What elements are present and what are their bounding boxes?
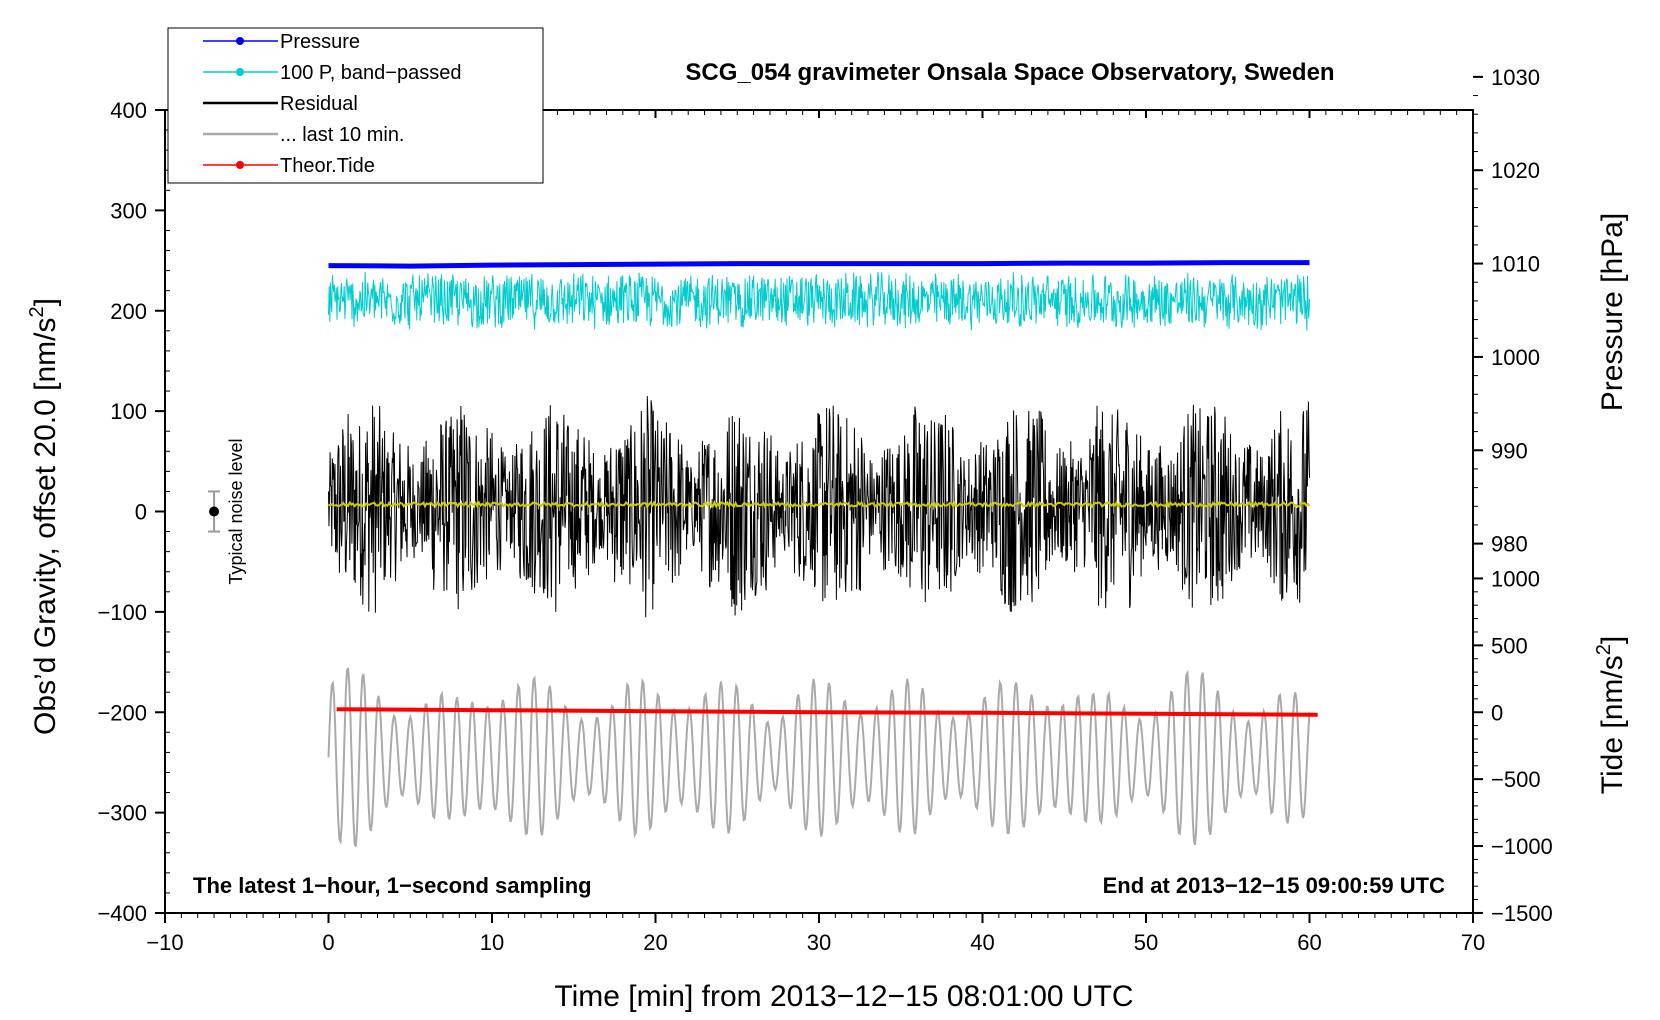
tide-tick-label: −1000 (1491, 834, 1553, 859)
tide-tick-label: 1000 (1491, 566, 1540, 591)
series-bandpassed-line (328, 271, 1310, 331)
y-tick-label: −200 (97, 700, 147, 725)
x-tick-label: 20 (643, 930, 667, 955)
x-tick-label: 60 (1297, 930, 1321, 955)
annotation-left: The latest 1−hour, 1−second sampling (193, 873, 592, 898)
legend-marker (236, 161, 244, 169)
chart-title: SCG_054 gravimeter Onsala Space Observat… (685, 59, 1334, 86)
tide-tick-label: −500 (1491, 767, 1541, 792)
y-tick-label: 300 (110, 198, 147, 223)
tide-tick-label: 0 (1491, 700, 1503, 725)
y-tick-label: 0 (135, 500, 147, 525)
x-tick-label: 40 (970, 930, 994, 955)
y-tick-label: −400 (97, 901, 147, 926)
legend-label: Pressure (280, 31, 360, 53)
pressure-tick-label: 1030 (1491, 65, 1540, 90)
pressure-tick-label: 980 (1491, 532, 1528, 557)
legend-label: Theor.Tide (280, 155, 375, 177)
x-tick-label: 0 (322, 930, 334, 955)
noise-bar-dot (209, 506, 220, 517)
legend-marker (236, 68, 244, 76)
legend-box (167, 27, 544, 184)
x-tick-label: −10 (146, 930, 183, 955)
pressure-tick-label: 1000 (1491, 345, 1540, 370)
y-tick-label: −300 (97, 801, 147, 826)
noise-level-label: Typical noise level (226, 438, 246, 584)
x-tick-label: 50 (1134, 930, 1158, 955)
y-tick-label: −100 (97, 600, 147, 625)
y-tick-label: 100 (110, 399, 147, 424)
series-residual-line (328, 396, 1310, 618)
pressure-tick-label: 1010 (1491, 252, 1540, 277)
legend-marker (236, 37, 244, 45)
legend-label: Residual (280, 93, 358, 115)
x-tick-label: 70 (1461, 930, 1485, 955)
pressure-tick-label: 990 (1491, 438, 1528, 463)
tide-tick-label: 500 (1491, 633, 1528, 658)
series-pressure-line (328, 260, 1310, 269)
x-tick-label: 10 (480, 930, 504, 955)
x-tick-label: 30 (807, 930, 831, 955)
tide-tick-label: −1500 (1491, 901, 1553, 926)
y-axis-label-left: Obs’d Gravity, offset 20.0 [nm/s2] (26, 298, 62, 735)
series-last-10-min-line (327, 667, 1311, 848)
x-axis-label: Time [min] from 2013−12−15 08:01:00 UTC (554, 980, 1133, 1013)
y-axis-label-pressure: Pressure [hPa] (1596, 213, 1629, 411)
annotation-right: End at 2013−12−15 09:00:59 UTC (1103, 873, 1446, 898)
y-axis-label-tide: Tide [nm/s2] (1593, 636, 1629, 794)
series-offset-line (328, 500, 1311, 509)
series-tide-line (336, 707, 1318, 717)
y-tick-label: 400 (110, 98, 147, 123)
y-tick-label: 200 (110, 299, 147, 324)
legend-label: 100 P, band−passed (280, 62, 461, 84)
legend-label: ... last 10 min. (280, 124, 405, 146)
pressure-tick-label: 1020 (1491, 158, 1540, 183)
